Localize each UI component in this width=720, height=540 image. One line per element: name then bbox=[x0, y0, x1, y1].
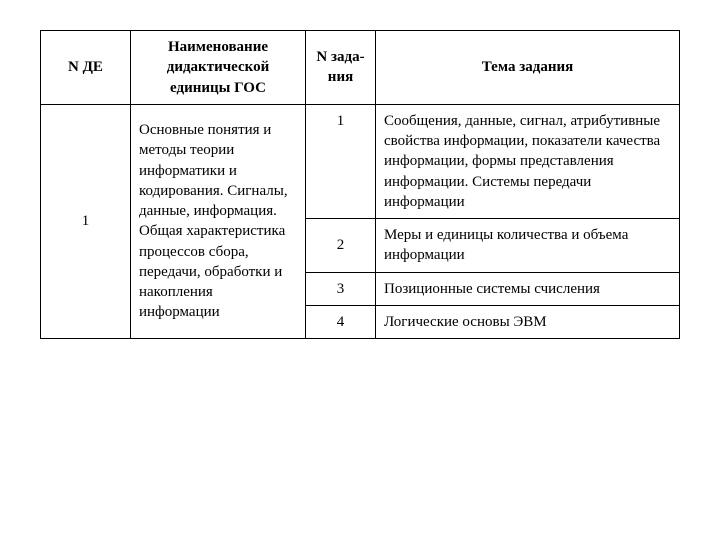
table-row: 1 Основные понятия и методы теории инфор… bbox=[41, 104, 680, 218]
header-de: N ДЕ bbox=[41, 31, 131, 105]
header-task: N за­да­ния bbox=[306, 31, 376, 105]
de-number-cell: 1 bbox=[41, 104, 131, 338]
task-number-cell: 1 bbox=[306, 104, 376, 218]
header-theme: Тема задания bbox=[376, 31, 680, 105]
task-number-cell: 4 bbox=[306, 305, 376, 338]
theme-cell: Позиционные системы счисления bbox=[376, 272, 680, 305]
theme-cell: Логические основы ЭВМ bbox=[376, 305, 680, 338]
de-name-cell: Основные понятия и методы теории информа… bbox=[131, 104, 306, 338]
task-number-cell: 3 bbox=[306, 272, 376, 305]
didactic-units-table: N ДЕ Наименование дидактической единицы … bbox=[40, 30, 680, 339]
theme-cell: Сообщения, данные, сигнал, атрибутивные … bbox=[376, 104, 680, 218]
theme-cell: Меры и единицы количества и объема инфор… bbox=[376, 219, 680, 273]
task-number-cell: 2 bbox=[306, 219, 376, 273]
table-header-row: N ДЕ Наименование дидактической единицы … bbox=[41, 31, 680, 105]
header-name: Наименование дидактической единицы ГОС bbox=[131, 31, 306, 105]
